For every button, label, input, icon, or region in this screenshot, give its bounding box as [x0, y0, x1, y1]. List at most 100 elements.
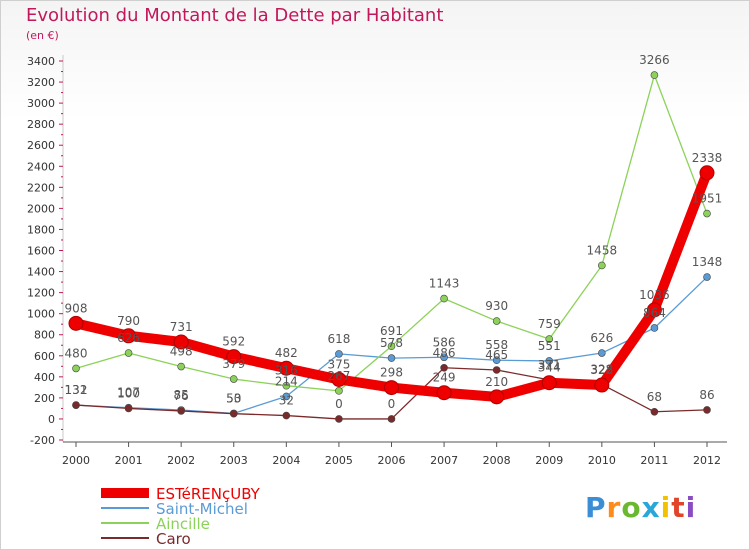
y-tick-label: 200 [34, 392, 55, 405]
data-label-series-2: 930 [485, 299, 508, 313]
data-point-series-0 [646, 302, 662, 318]
data-point-series-3 [124, 404, 133, 413]
x-tick-label: 2005 [325, 454, 353, 467]
data-point-series-2 [703, 209, 711, 218]
data-point-series-0 [331, 371, 347, 387]
data-label-series-0: 210 [485, 375, 508, 389]
data-point-series-0 [278, 360, 294, 376]
data-label-series-3: 32 [279, 394, 294, 408]
data-label-series-3: 76 [174, 389, 189, 403]
y-tick-label: 2800 [27, 118, 55, 131]
data-label-series-3: 132 [65, 383, 88, 397]
x-tick-label: 2001 [115, 454, 143, 467]
data-point-series-1 [545, 357, 554, 365]
data-point-series-3 [335, 415, 343, 423]
data-label-series-1: 626 [590, 331, 613, 345]
data-label-series-3: 486 [433, 346, 456, 360]
data-point-series-2 [177, 362, 185, 371]
legend-label: ESTéRENçUBY [156, 485, 261, 503]
y-tick-label: 3400 [27, 55, 55, 68]
data-label-series-2: 480 [65, 346, 88, 360]
y-tick-label: 2200 [27, 181, 55, 194]
data-point-series-0 [489, 389, 505, 405]
data-point-series-2 [229, 375, 238, 383]
data-point-series-2 [492, 317, 501, 325]
data-label-series-2: 1458 [587, 243, 618, 257]
x-tick-label: 2000 [62, 454, 90, 467]
legend-label: Aincille [156, 515, 210, 533]
data-label-series-1: 558 [485, 338, 508, 352]
data-label-series-2: 379 [222, 357, 245, 371]
data-point-series-0 [384, 380, 399, 396]
data-point-series-2 [282, 381, 291, 390]
data-label-series-1: 578 [380, 336, 403, 350]
y-tick-label: 1200 [27, 287, 55, 300]
x-tick-label: 2012 [693, 454, 721, 467]
x-tick-label: 2007 [430, 454, 458, 467]
data-point-series-3 [72, 401, 80, 409]
data-label-series-0: 322 [590, 363, 613, 377]
data-label-series-0: 592 [222, 335, 245, 349]
data-label-series-3: 50 [226, 392, 241, 406]
x-tick-label: 2003 [220, 454, 248, 467]
data-label-series-2: 1143 [429, 277, 460, 291]
data-point-series-3 [177, 407, 185, 415]
data-point-series-0 [68, 315, 84, 331]
data-point-series-0 [226, 349, 242, 365]
data-point-series-2 [650, 71, 659, 79]
data-point-series-3 [492, 366, 501, 374]
data-label-series-0: 731 [170, 320, 193, 334]
data-label-series-1: 1348 [692, 255, 723, 269]
x-tick-label: 2006 [378, 454, 406, 467]
data-point-series-3 [650, 407, 659, 416]
y-tick-label: 3000 [27, 97, 55, 110]
data-point-series-0 [541, 375, 557, 391]
y-tick-label: 3200 [27, 76, 55, 89]
data-label-series-3: 371 [538, 358, 561, 372]
data-label-series-0: 482 [275, 346, 298, 360]
data-label-series-0: 375 [327, 357, 350, 371]
data-label-series-3: 0 [335, 397, 343, 411]
x-tick-label: 2004 [272, 454, 300, 467]
data-point-series-0 [121, 328, 137, 344]
data-label-series-1: 864 [643, 306, 666, 320]
x-tick-label: 2009 [535, 454, 563, 467]
data-point-series-1 [598, 349, 606, 357]
data-label-series-2: 691 [380, 324, 403, 338]
data-point-series-1 [650, 324, 659, 332]
legend-label: Saint-Michel [156, 500, 248, 518]
data-label-series-1: 85 [174, 388, 189, 402]
data-point-series-3 [387, 415, 396, 423]
data-label-series-1: 53 [226, 391, 241, 405]
y-tick-label: 2600 [27, 139, 55, 152]
data-label-series-0: 344 [538, 361, 561, 375]
data-point-series-2 [387, 342, 396, 350]
data-point-series-2 [72, 364, 80, 373]
chart-title: Evolution du Montant de la Dette par Hab… [26, 5, 444, 26]
data-label-series-1: 551 [538, 339, 561, 353]
data-label-series-1: 107 [117, 386, 140, 400]
data-point-series-2 [598, 261, 606, 270]
data-label-series-2: 1951 [692, 192, 723, 206]
data-label-series-3: 100 [117, 386, 140, 400]
x-tick-label: 2008 [483, 454, 511, 467]
y-tick-label: 2400 [27, 160, 55, 173]
data-label-series-1: 586 [433, 335, 456, 349]
data-point-series-1 [282, 392, 291, 401]
data-label-series-2: 626 [117, 331, 140, 345]
data-point-series-2 [440, 294, 448, 303]
data-point-series-3 [229, 409, 238, 418]
data-point-series-1 [335, 350, 343, 358]
data-point-series-0 [699, 165, 715, 181]
data-label-series-0: 790 [117, 314, 140, 328]
data-label-series-0: 2338 [692, 151, 723, 165]
data-label-series-2: 3266 [639, 53, 670, 67]
data-label-series-1: 214 [275, 374, 298, 388]
y-tick-label: 0 [48, 413, 55, 426]
y-tick-label: 400 [34, 371, 55, 384]
data-point-series-1 [387, 354, 396, 362]
data-label-series-2: 316 [275, 364, 298, 378]
data-label-series-3: 465 [485, 348, 508, 362]
data-point-series-2 [545, 335, 554, 343]
